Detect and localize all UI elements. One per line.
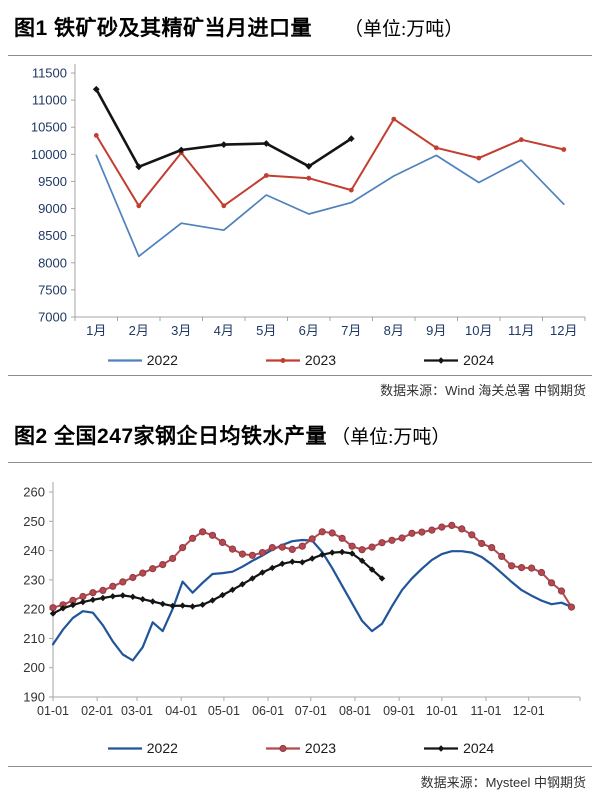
- svg-text:8月: 8月: [384, 323, 404, 338]
- svg-text:200: 200: [23, 660, 45, 675]
- chart2-bottom-divider: [8, 766, 592, 767]
- svg-text:10500: 10500: [31, 120, 67, 135]
- legend-label-2022: 2022: [146, 352, 178, 368]
- svg-text:9月: 9月: [426, 323, 446, 338]
- svg-text:9500: 9500: [38, 174, 67, 189]
- chart2-legend: 2022 2023 2024: [0, 740, 600, 756]
- legend-label-2024: 2024: [463, 352, 495, 368]
- chart2-unit-label: （单位:万吨）: [331, 427, 451, 448]
- svg-text:07-01: 07-01: [295, 704, 327, 718]
- svg-text:11000: 11000: [32, 93, 67, 108]
- legend-swatch-2024: [424, 356, 459, 364]
- svg-text:2月: 2月: [129, 323, 149, 338]
- legend-swatch-2022: [107, 746, 142, 750]
- svg-text:06-01: 06-01: [252, 704, 284, 718]
- chart1-source: 数据来源：Wind 海关总署 中钢期货: [380, 383, 586, 398]
- svg-text:260: 260: [23, 485, 45, 500]
- chart1-title: 图1 铁矿砂及其精矿当月进口量 （单位:万吨）: [14, 12, 463, 42]
- svg-text:11月: 11月: [508, 323, 535, 338]
- svg-text:5月: 5月: [256, 323, 276, 338]
- chart1-bottom-divider: [8, 375, 592, 376]
- chart1-plot: 7000 7500 8000 8500 9000 9500 10000 10500 11000 1…: [31, 64, 586, 338]
- svg-text:240: 240: [23, 543, 45, 558]
- svg-text:04-01: 04-01: [165, 704, 197, 718]
- chart1-top-divider: [8, 55, 592, 56]
- svg-text:7月: 7月: [341, 323, 361, 338]
- chart2-source: 数据来源：Mysteel 中钢期货: [420, 775, 586, 790]
- svg-text:220: 220: [23, 602, 45, 617]
- svg-text:11500: 11500: [32, 66, 67, 81]
- legend-swatch-2023: [265, 744, 300, 752]
- chart2-top-divider: [8, 462, 592, 463]
- legend-swatch-2024: [424, 744, 459, 752]
- chart2-plot: 190 200 210 220 230 240 250 260 01-01 02-01 03-01 0…: [23, 482, 581, 718]
- svg-text:4月: 4月: [214, 323, 234, 338]
- svg-text:05-01: 05-01: [208, 704, 240, 718]
- legend-item-2024: 2024: [422, 740, 494, 756]
- svg-text:8000: 8000: [38, 255, 67, 270]
- svg-text:8500: 8500: [38, 228, 67, 243]
- svg-text:230: 230: [23, 572, 45, 587]
- chart1-legend: 2022 2023 2024: [0, 352, 600, 368]
- chart1-title-text: 图1 铁矿砂及其精矿当月进口量: [14, 17, 313, 40]
- svg-text:08-01: 08-01: [339, 704, 371, 718]
- svg-text:03-01: 03-01: [121, 704, 153, 718]
- svg-text:11-01: 11-01: [470, 704, 501, 718]
- legend-swatch-2023: [265, 357, 300, 363]
- svg-text:01-01: 01-01: [37, 704, 69, 718]
- legend-item-2022: 2022: [106, 740, 178, 756]
- chart2-title: 图2 全国247家钢企日均铁水产量 （单位:万吨）: [14, 420, 450, 450]
- svg-text:09-01: 09-01: [383, 704, 415, 718]
- legend-item-2023: 2023: [264, 740, 336, 756]
- svg-text:10月: 10月: [465, 323, 492, 338]
- svg-text:1月: 1月: [86, 323, 106, 338]
- legend-swatch-2022: [107, 358, 142, 362]
- svg-text:10000: 10000: [31, 147, 67, 162]
- svg-text:10-01: 10-01: [426, 704, 458, 718]
- svg-text:9000: 9000: [38, 201, 67, 216]
- legend-label-2023: 2023: [304, 352, 337, 368]
- svg-text:3月: 3月: [171, 323, 191, 338]
- svg-text:210: 210: [23, 631, 45, 646]
- svg-text:7500: 7500: [38, 282, 67, 297]
- svg-text:6月: 6月: [299, 323, 319, 338]
- legend-item-2022: 2022: [106, 352, 178, 368]
- svg-text:190: 190: [23, 690, 45, 705]
- chart1-unit-label: （单位:万吨）: [344, 19, 464, 40]
- legend-label-2022: 2022: [146, 740, 178, 756]
- svg-text:7000: 7000: [38, 310, 67, 325]
- legend-label-2024: 2024: [463, 740, 495, 756]
- chart2-title-text: 图2 全国247家钢企日均铁水产量: [14, 425, 328, 448]
- svg-text:02-01: 02-01: [81, 704, 113, 718]
- svg-text:12月: 12月: [550, 323, 577, 338]
- legend-item-2024: 2024: [422, 352, 494, 368]
- legend-item-2023: 2023: [264, 352, 336, 368]
- legend-label-2023: 2023: [304, 740, 337, 756]
- svg-text:250: 250: [23, 514, 45, 529]
- svg-text:12-01: 12-01: [513, 704, 545, 718]
